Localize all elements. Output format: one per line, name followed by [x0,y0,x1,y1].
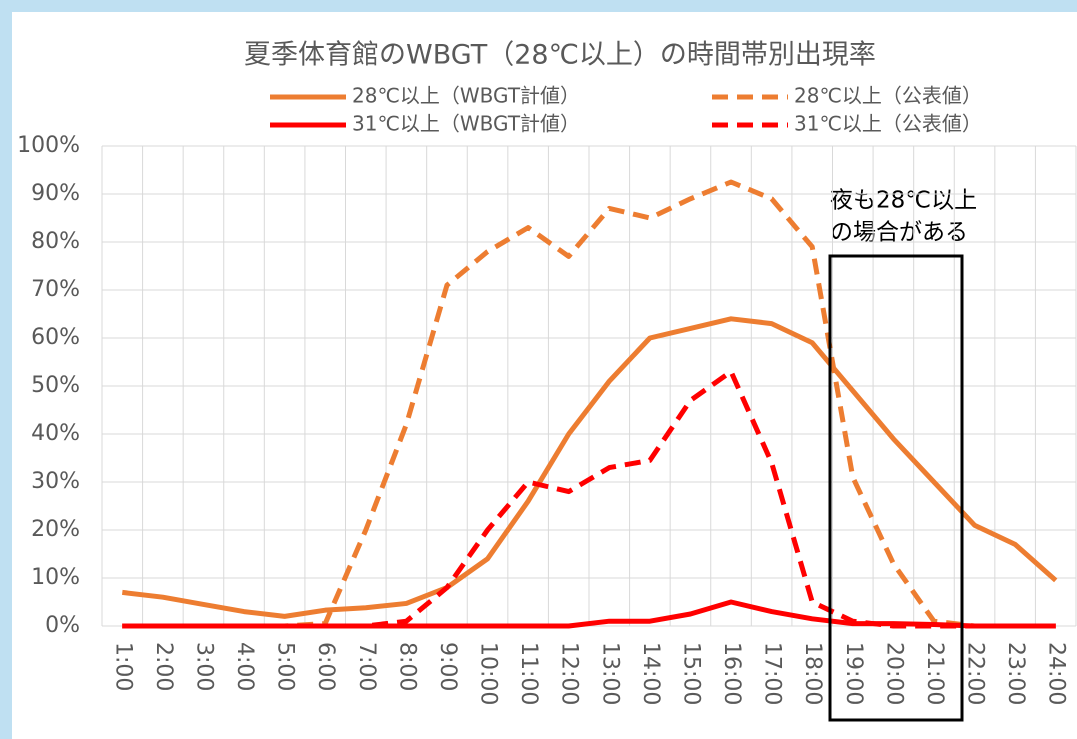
x-tick-label: 18:00 [800,642,825,705]
x-tick-label: 13:00 [597,642,622,705]
legend-label: 28℃以上（公表値） [794,84,982,108]
y-tick-label: 30% [31,469,80,494]
x-tick-label: 19:00 [841,642,866,705]
legend-label: 28℃以上（WBGT計値） [352,84,580,108]
x-tick-label: 8:00 [394,642,419,691]
y-tick-label: 50% [31,373,80,398]
x-tick-label: 11:00 [516,642,541,705]
x-tick-label: 10:00 [476,642,501,705]
annotation: 夜も28℃以上 [830,188,977,214]
x-tick-label: 17:00 [760,642,785,705]
y-tick-label: 70% [31,277,80,302]
highlight-box [828,254,964,722]
x-tick-label: 1:00 [110,642,135,691]
x-tick-label: 6:00 [313,642,338,691]
x-tick-label: 20:00 [881,642,906,705]
series-line [122,599,1056,629]
y-tick-label: 100% [17,133,80,158]
y-tick-label: 10% [31,565,80,590]
y-tick-label: 40% [31,421,80,446]
x-tick-label: 21:00 [922,642,947,705]
x-tick-label: 5:00 [273,642,298,691]
y-tick-label: 20% [31,517,80,542]
x-tick-label: 7:00 [354,642,379,691]
x-tick-label: 16:00 [719,642,744,705]
series-line [121,316,1058,619]
x-tick-label: 14:00 [638,642,663,705]
x-tick-label: 24:00 [1044,642,1069,705]
x-tick-label: 4:00 [232,642,257,691]
y-tick-label: 60% [31,325,80,350]
annotation: の場合がある [830,220,968,246]
legend-label: 31℃以上（WBGT計値） [352,112,580,136]
x-tick-label: 12:00 [557,642,582,705]
x-tick-label: 9:00 [435,642,460,691]
chart-title: 夏季体育館のWBGT（28℃以上）の時間帯別出現率 [244,40,876,71]
y-tick-label: 90% [31,181,80,206]
x-tick-label: 15:00 [678,642,703,705]
x-tick-label: 23:00 [1003,642,1028,705]
x-tick-label: 22:00 [963,642,988,705]
x-tick-label: 2:00 [151,642,176,691]
legend-label: 31℃以上（公表値） [794,112,982,136]
y-tick-label: 80% [31,229,80,254]
y-tick-label: 0% [45,613,80,638]
x-tick-label: 3:00 [191,642,216,691]
panel [12,12,1077,739]
